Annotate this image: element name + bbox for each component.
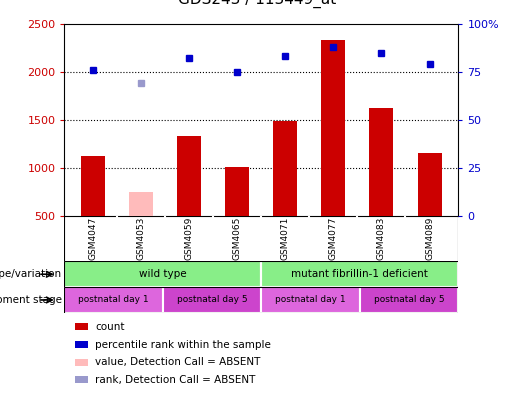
Text: postnatal day 1: postnatal day 1 bbox=[78, 295, 149, 305]
Text: GSM4077: GSM4077 bbox=[329, 217, 338, 260]
Bar bbox=[418, 153, 441, 216]
Bar bbox=[64, 287, 163, 313]
Text: genotype/variation: genotype/variation bbox=[0, 269, 62, 279]
Text: count: count bbox=[95, 322, 125, 332]
Text: GSM4047: GSM4047 bbox=[89, 217, 98, 260]
Text: GSM4053: GSM4053 bbox=[137, 217, 146, 260]
Bar bbox=[360, 287, 458, 313]
Text: postnatal day 5: postnatal day 5 bbox=[374, 295, 444, 305]
Bar bbox=[321, 40, 346, 216]
Text: GSM4065: GSM4065 bbox=[233, 217, 242, 260]
Bar bbox=[129, 192, 153, 216]
Text: postnatal day 1: postnatal day 1 bbox=[276, 295, 346, 305]
Text: GSM4089: GSM4089 bbox=[425, 217, 434, 260]
Text: GSM4071: GSM4071 bbox=[281, 217, 290, 260]
Bar bbox=[81, 156, 105, 216]
Text: GDS243 / 113449_at: GDS243 / 113449_at bbox=[178, 0, 337, 8]
Bar bbox=[261, 261, 458, 287]
Text: percentile rank within the sample: percentile rank within the sample bbox=[95, 339, 271, 350]
Text: GSM4059: GSM4059 bbox=[185, 217, 194, 260]
Bar bbox=[261, 287, 360, 313]
Text: wild type: wild type bbox=[139, 269, 186, 279]
Text: postnatal day 5: postnatal day 5 bbox=[177, 295, 247, 305]
Bar bbox=[369, 108, 393, 216]
Bar bbox=[64, 261, 261, 287]
Bar bbox=[226, 167, 249, 216]
Text: rank, Detection Call = ABSENT: rank, Detection Call = ABSENT bbox=[95, 375, 255, 385]
Bar bbox=[163, 287, 261, 313]
Text: value, Detection Call = ABSENT: value, Detection Call = ABSENT bbox=[95, 357, 261, 367]
Text: mutant fibrillin-1 deficient: mutant fibrillin-1 deficient bbox=[291, 269, 428, 279]
Text: development stage: development stage bbox=[0, 295, 62, 305]
Bar bbox=[177, 136, 201, 216]
Text: GSM4083: GSM4083 bbox=[377, 217, 386, 260]
Bar bbox=[273, 121, 297, 216]
